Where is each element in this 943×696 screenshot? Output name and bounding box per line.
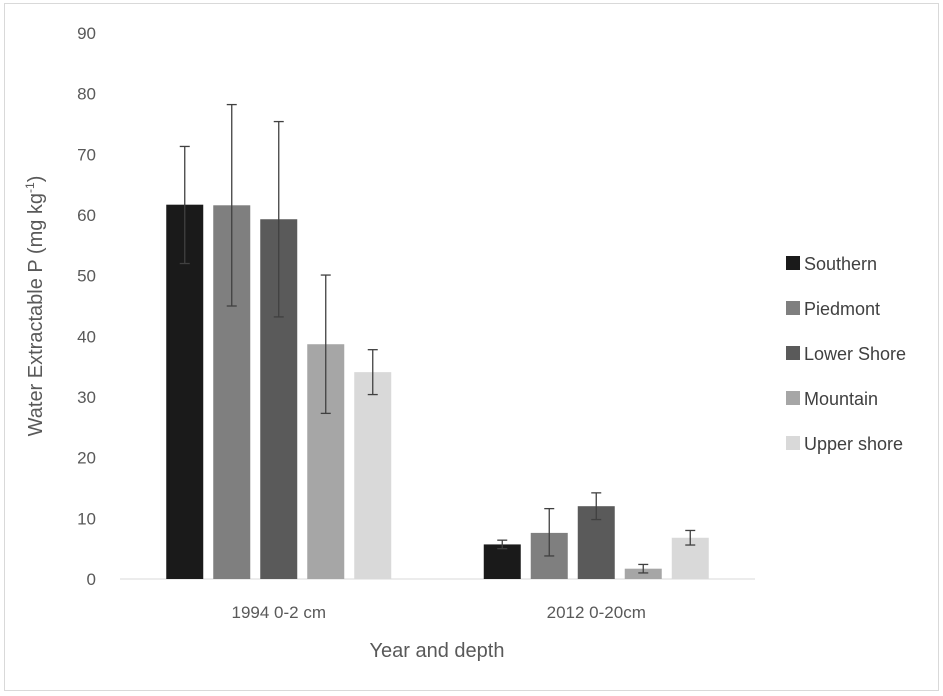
- legend-swatch: [786, 256, 800, 270]
- x-axis-title: Year and depth: [370, 640, 505, 662]
- legend-label: Lower Shore: [804, 344, 906, 364]
- bars-group: [166, 103, 709, 580]
- error-bar: [544, 507, 555, 557]
- bar: [166, 204, 204, 580]
- y-axis-title-main: Water Extractable P (mg kg: [25, 193, 47, 436]
- y-tick-label: 50: [77, 267, 96, 286]
- bar: [624, 568, 662, 579]
- y-tick-label: 20: [77, 449, 96, 468]
- y-tick-label: 60: [77, 206, 96, 225]
- error-bar: [179, 145, 190, 265]
- bar: [354, 372, 392, 579]
- y-tick-label: 10: [77, 509, 96, 528]
- y-tick-label: 70: [77, 145, 96, 164]
- x-tick-label: 1994 0-2 cm: [232, 603, 327, 622]
- y-axis-title-superscript: -1: [23, 182, 37, 193]
- error-bar: [320, 274, 331, 415]
- error-bar: [367, 349, 378, 396]
- x-tick-label: 2012 0-20cm: [547, 603, 646, 622]
- x-axis-ticks: 1994 0-2 cm 2012 0-20cm: [232, 603, 646, 622]
- y-axis-ticks: 0 10 20 30 40 50 60 70 80 90: [77, 24, 96, 589]
- legend-swatch: [786, 391, 800, 405]
- legend-label: Piedmont: [804, 299, 880, 319]
- error-bar: [273, 120, 284, 318]
- legend-swatch: [786, 346, 800, 360]
- y-tick-label: 30: [77, 388, 96, 407]
- legend-swatch: [786, 436, 800, 450]
- legend-swatch: [786, 301, 800, 315]
- error-bar: [591, 492, 602, 521]
- y-axis-title-close: ): [25, 176, 47, 183]
- y-axis-title: Water Extractable P (mg kg-1): [23, 176, 47, 437]
- legend-label: Mountain: [804, 389, 878, 409]
- y-tick-label: 90: [77, 24, 96, 43]
- legend-label: Southern: [804, 254, 877, 274]
- y-tick-label: 40: [77, 327, 96, 346]
- error-bar: [497, 539, 508, 550]
- bar: [483, 544, 521, 579]
- error-bar: [638, 563, 649, 574]
- y-tick-label: 0: [87, 570, 96, 589]
- legend: Southern Piedmont Lower Shore Mountain Upper…: [786, 254, 906, 454]
- error-bar: [226, 103, 237, 307]
- legend-label: Upper shore: [804, 434, 903, 454]
- y-tick-label: 80: [77, 85, 96, 104]
- error-bar: [685, 529, 696, 546]
- chart-frame: [4, 3, 939, 691]
